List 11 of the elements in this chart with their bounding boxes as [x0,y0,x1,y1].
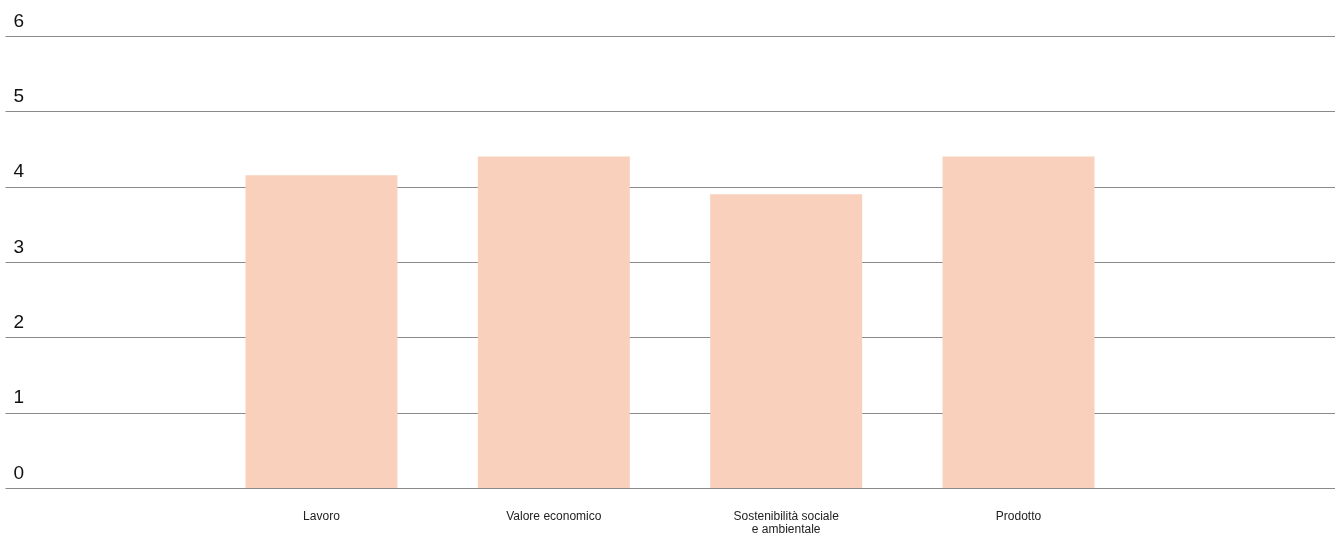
y-tick-label: 5 [13,84,25,106]
y-tick-label: 2 [13,310,25,332]
x-tick-label: Prodotto [995,508,1042,523]
x-tick-label: Valore economico [506,508,602,523]
x-tick-label: Lavoro [303,508,341,523]
y-tick-label: 3 [13,235,25,257]
y-tick-label: 4 [13,160,25,182]
y-tick-label: 0 [13,461,25,483]
y-tick-label: 6 [13,9,25,31]
x-tick-label: Sostenibilità sociale e ambientale [733,508,840,536]
y-tick-label: 1 [13,386,25,408]
